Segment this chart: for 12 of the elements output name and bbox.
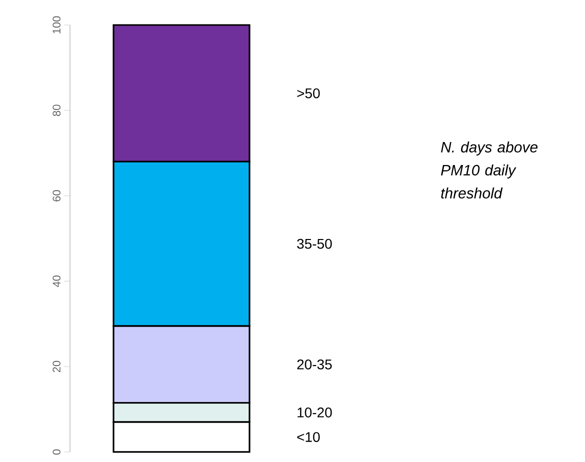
text: 20-35 [297, 359, 332, 370]
y-tick-label: 80 [52, 104, 60, 116]
text: 10-20 [298, 408, 332, 418]
y-tick-label: 100 [52, 16, 60, 34]
text: >50 [297, 88, 320, 98]
text: 35-50 [297, 238, 332, 249]
y-tick-label: 60 [52, 190, 60, 202]
y-tick-label: 40 [52, 276, 60, 288]
legend-title: N. days above PM10 daily threshold [440, 141, 538, 198]
text: <10 [297, 432, 320, 442]
y-tick-label: 20 [52, 360, 60, 372]
y-tick-label: 0 [52, 449, 60, 455]
